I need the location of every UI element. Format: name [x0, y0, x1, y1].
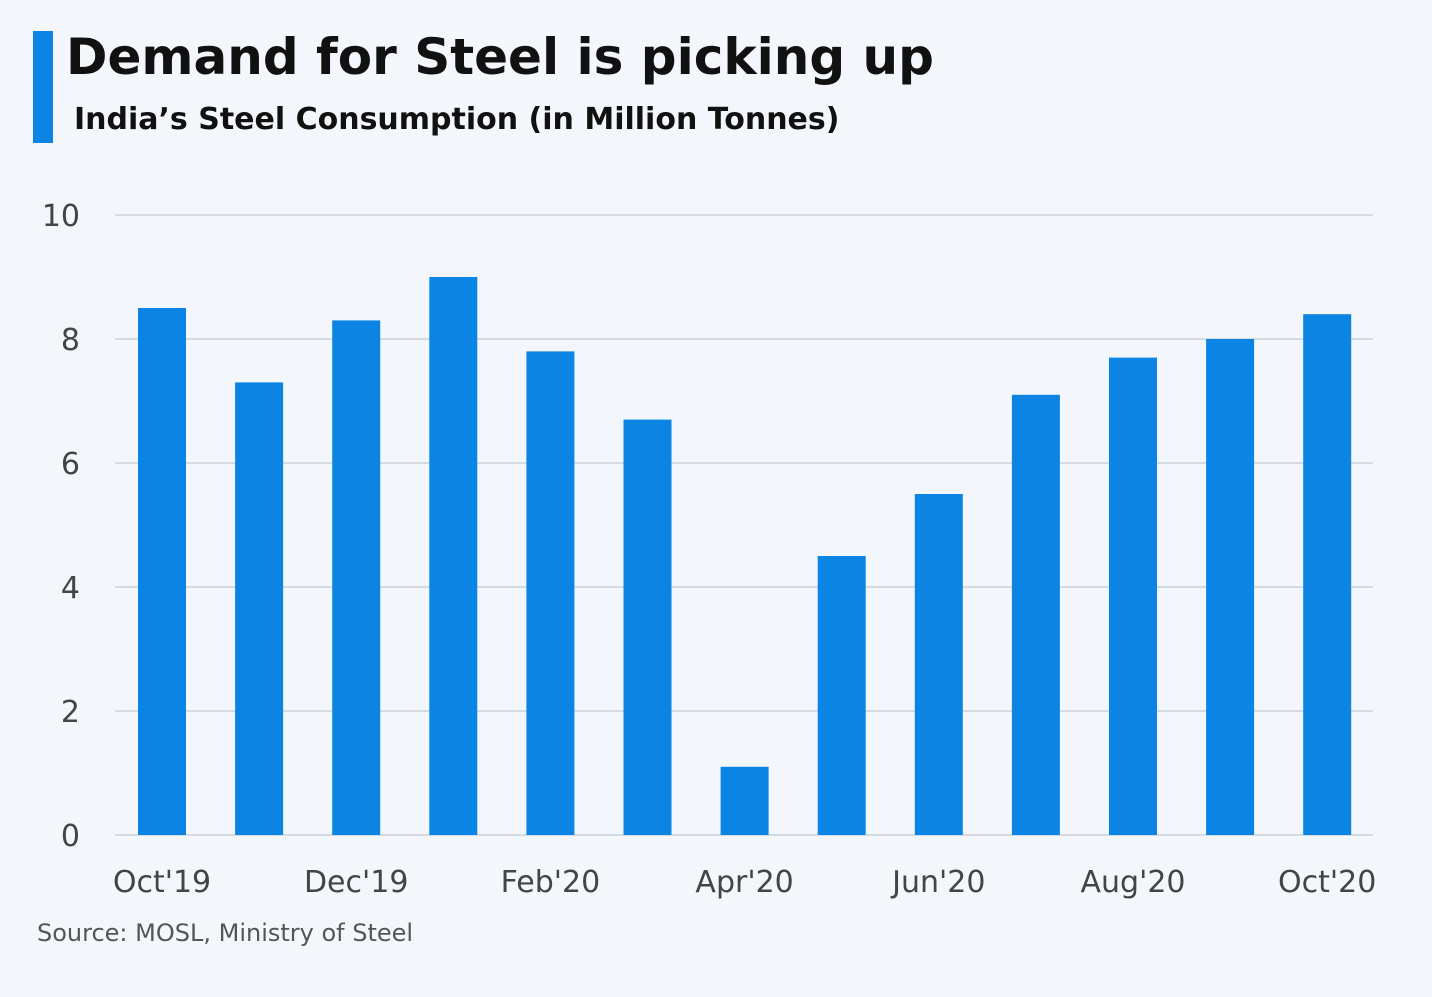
bar-Jul'20: [1011, 394, 1060, 835]
y-tick-label: 10: [42, 199, 80, 234]
bar-Oct'20: [1303, 314, 1352, 835]
x-tick-label: Dec'19: [304, 865, 408, 900]
title-accent-bar: [33, 31, 53, 143]
bar-Aug'20: [1109, 357, 1157, 835]
bar-Sep'20: [1206, 339, 1255, 835]
x-tick-label: Apr'20: [695, 865, 793, 900]
x-axis-ticks: Oct'19 Dec'19 Feb'20 Apr'20 Jun'20 Aug'20 Oct'…: [113, 865, 1376, 900]
x-tick-label: Oct'19: [113, 865, 211, 900]
chart-title: Demand for Steel is picking up: [66, 28, 934, 86]
x-tick-label: Jun'20: [890, 865, 985, 900]
y-tick-label: 8: [61, 323, 80, 358]
x-tick-label: Oct'20: [1278, 865, 1376, 900]
bar-Jun'20: [914, 494, 963, 835]
y-tick-label: 6: [61, 447, 80, 482]
bar-May'20: [817, 556, 866, 835]
bar-Nov'19: [235, 382, 284, 835]
x-tick-label: Aug'20: [1081, 865, 1186, 900]
source-note: Source: MOSL, Ministry of Steel: [37, 919, 414, 947]
bar-Mar'20: [623, 419, 672, 835]
bar-Feb'20: [526, 351, 575, 835]
grid-lines: [115, 214, 1373, 836]
bar-Oct'19: [138, 308, 186, 835]
y-axis-ticks: 0 2 4 6 8 10: [42, 199, 80, 854]
bars: [138, 277, 1352, 835]
y-tick-label: 4: [61, 571, 80, 606]
chart-subtitle: India’s Steel Consumption (in Million To…: [74, 102, 840, 137]
bar-Dec'19: [332, 320, 381, 835]
x-tick-label: Feb'20: [501, 865, 601, 900]
bar-Apr'20: [720, 766, 769, 835]
bar-Jan'20: [429, 277, 478, 835]
y-tick-label: 0: [61, 819, 80, 854]
y-tick-label: 2: [61, 695, 80, 730]
